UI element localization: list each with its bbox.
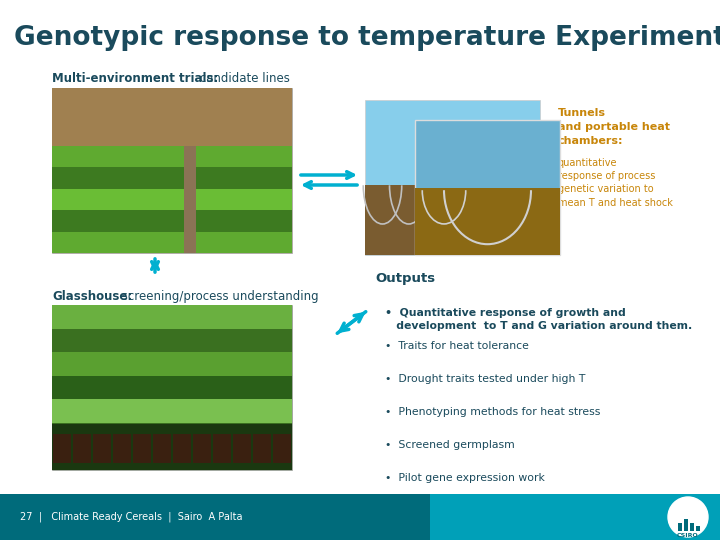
- Text: •  Drought traits tested under high T: • Drought traits tested under high T: [385, 374, 585, 384]
- Text: CSIRO: CSIRO: [677, 533, 699, 538]
- Bar: [193, 434, 211, 463]
- Bar: [52, 399, 292, 423]
- Circle shape: [668, 497, 708, 537]
- Text: 27  |   Climate Ready Cereals  |  Sairo  A Palta: 27 | Climate Ready Cereals | Sairo A Pal…: [20, 512, 243, 522]
- Text: •  Pilot gene expression work: • Pilot gene expression work: [385, 473, 545, 483]
- Text: •  Quantitative response of growth and
   development  to T and G variation arou: • Quantitative response of growth and de…: [385, 308, 692, 331]
- Bar: [52, 167, 292, 188]
- Bar: [0, 494, 720, 540]
- Bar: [52, 210, 292, 232]
- Bar: [430, 494, 720, 540]
- Bar: [133, 434, 151, 463]
- Text: Glasshouse:: Glasshouse:: [52, 290, 132, 303]
- Bar: [52, 188, 292, 210]
- Bar: [184, 146, 196, 253]
- Bar: [415, 187, 560, 255]
- Bar: [273, 434, 291, 463]
- Bar: [93, 434, 111, 463]
- Bar: [52, 352, 292, 376]
- Bar: [52, 232, 292, 253]
- Bar: [52, 447, 292, 470]
- Bar: [678, 523, 682, 531]
- Bar: [52, 146, 292, 167]
- Bar: [365, 185, 540, 255]
- Bar: [52, 305, 292, 470]
- Bar: [52, 423, 292, 447]
- Text: candidate lines: candidate lines: [196, 72, 290, 85]
- Text: Genotypic response to temperature Experiments: Genotypic response to temperature Experi…: [14, 25, 720, 51]
- Bar: [696, 526, 700, 531]
- Bar: [233, 434, 251, 463]
- Bar: [213, 434, 231, 463]
- Text: •  Phenotyping methods for heat stress: • Phenotyping methods for heat stress: [385, 407, 600, 417]
- Bar: [684, 519, 688, 531]
- Bar: [253, 434, 271, 463]
- Bar: [690, 523, 694, 531]
- Bar: [52, 376, 292, 399]
- Bar: [52, 88, 292, 146]
- Bar: [52, 328, 292, 352]
- Bar: [52, 88, 292, 253]
- Text: •  Screened germplasm: • Screened germplasm: [385, 440, 515, 450]
- Bar: [73, 434, 91, 463]
- Bar: [415, 120, 560, 255]
- Bar: [52, 305, 292, 328]
- Text: screening/process understanding: screening/process understanding: [118, 290, 319, 303]
- Text: quantitative
response of process
genetic variation to
mean T and heat shock: quantitative response of process genetic…: [558, 158, 673, 207]
- Bar: [52, 146, 292, 253]
- Bar: [53, 434, 71, 463]
- Text: Multi-environment trials:: Multi-environment trials:: [52, 72, 218, 85]
- Text: Outputs: Outputs: [375, 272, 435, 285]
- Bar: [173, 434, 191, 463]
- Bar: [153, 434, 171, 463]
- Bar: [52, 424, 292, 470]
- Polygon shape: [430, 494, 720, 540]
- Bar: [365, 100, 540, 255]
- Bar: [113, 434, 131, 463]
- Text: Tunnels
and portable heat
chambers:: Tunnels and portable heat chambers:: [558, 108, 670, 146]
- Text: •  Traits for heat tolerance: • Traits for heat tolerance: [385, 341, 529, 351]
